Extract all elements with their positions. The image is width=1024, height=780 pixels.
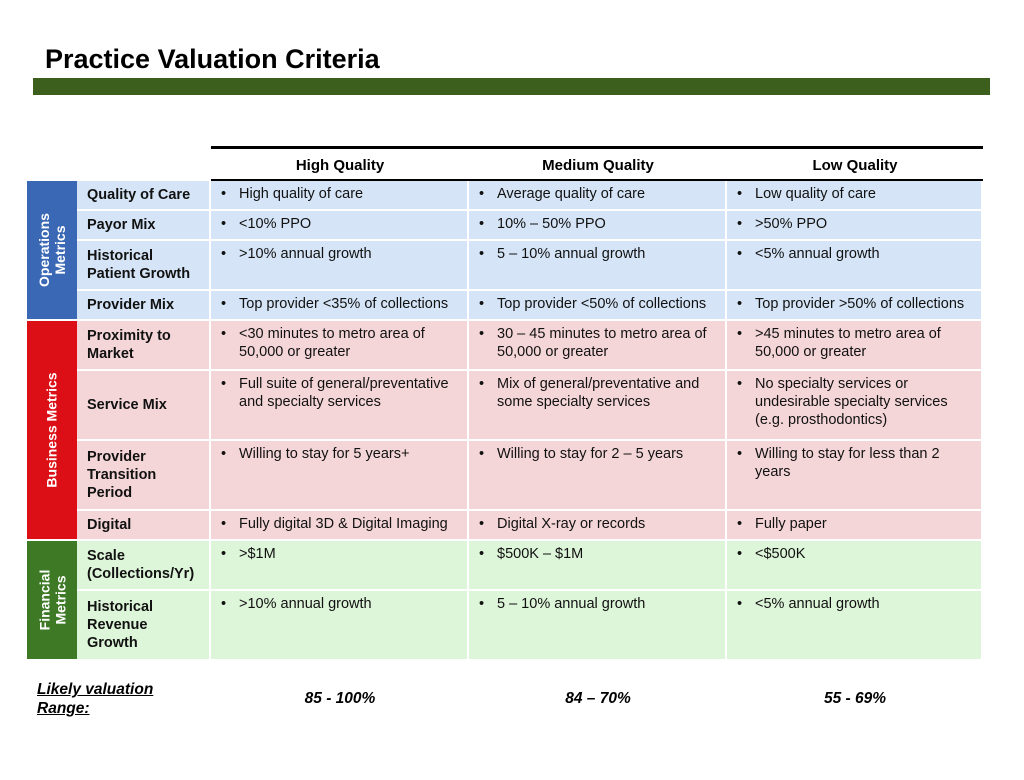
column-header-high: High Quality bbox=[295, 157, 385, 174]
bullet-item: Mix of general/preventative and some spe… bbox=[479, 375, 717, 411]
cell-low: Top provider >50% of collections bbox=[727, 291, 983, 321]
row-label: Scale (Collections/Yr) bbox=[77, 541, 211, 591]
cell-high: >$1M bbox=[211, 541, 469, 591]
header-top-rule bbox=[211, 146, 983, 149]
cell-high: High quality of care bbox=[211, 181, 469, 211]
cell-low: <$500K bbox=[727, 541, 983, 591]
bullet-item: Digital X-ray or records bbox=[479, 515, 717, 533]
bullet-item: Top provider <50% of collections bbox=[479, 295, 717, 313]
bullet-item: 30 – 45 minutes to metro area of 50,000 … bbox=[479, 325, 717, 361]
cell-medium: Mix of general/preventative and some spe… bbox=[469, 371, 727, 441]
bullet-item: 5 – 10% annual growth bbox=[479, 245, 717, 263]
bullet-item: High quality of care bbox=[221, 185, 459, 203]
column-header-low: Low Quality bbox=[812, 157, 898, 174]
bullet-item: Willing to stay for 5 years+ bbox=[221, 445, 459, 463]
valuation-table: Operations Metrics Business Metrics Fina… bbox=[27, 181, 983, 661]
cell-low: <5% annual growth bbox=[727, 241, 983, 291]
page-title: Practice Valuation Criteria bbox=[45, 44, 380, 74]
bullet-item: <30 minutes to metro area of 50,000 or g… bbox=[221, 325, 459, 361]
bullet-item: <5% annual growth bbox=[737, 595, 973, 613]
cell-medium: $500K – $1M bbox=[469, 541, 727, 591]
bullet-item: >10% annual growth bbox=[221, 245, 459, 263]
bullet-item: Willing to stay for 2 – 5 years bbox=[479, 445, 717, 463]
bullet-item: <5% annual growth bbox=[737, 245, 973, 263]
bullet-item: Low quality of care bbox=[737, 185, 973, 203]
cell-high: <30 minutes to metro area of 50,000 or g… bbox=[211, 321, 469, 371]
title-divider-bar bbox=[33, 78, 990, 95]
cell-low: >45 minutes to metro area of 50,000 or g… bbox=[727, 321, 983, 371]
cell-low: >50% PPO bbox=[727, 211, 983, 241]
bullet-item: Full suite of general/preventative and s… bbox=[221, 375, 459, 411]
row-label: Provider Transition Period bbox=[77, 441, 211, 511]
group-financial-metrics: Financial Metrics bbox=[27, 541, 77, 661]
cell-medium: 10% – 50% PPO bbox=[469, 211, 727, 241]
row-label: Quality of Care bbox=[77, 181, 211, 211]
cell-low: Fully paper bbox=[727, 511, 983, 541]
group-business-metrics: Business Metrics bbox=[27, 321, 77, 541]
bullet-item: Willing to stay for less than 2 years bbox=[737, 445, 973, 481]
bullet-item: >50% PPO bbox=[737, 215, 973, 233]
row-label: Provider Mix bbox=[77, 291, 211, 321]
bullet-item: 5 – 10% annual growth bbox=[479, 595, 717, 613]
bullet-item: 10% – 50% PPO bbox=[479, 215, 717, 233]
bullet-item: Top provider >50% of collections bbox=[737, 295, 973, 313]
bullet-item: >$1M bbox=[221, 545, 459, 563]
group-operations-metrics: Operations Metrics bbox=[27, 181, 77, 321]
cell-medium: 5 – 10% annual growth bbox=[469, 591, 727, 661]
valuation-range-high: 85 - 100% bbox=[304, 690, 376, 707]
cell-medium: Average quality of care bbox=[469, 181, 727, 211]
cell-low: Low quality of care bbox=[727, 181, 983, 211]
header-bottom-rule bbox=[211, 179, 983, 181]
valuation-range-low: 55 - 69% bbox=[823, 690, 887, 707]
cell-high: Willing to stay for 5 years+ bbox=[211, 441, 469, 511]
bullet-item: >10% annual growth bbox=[221, 595, 459, 613]
bullet-item: No specialty services or undesirable spe… bbox=[737, 375, 973, 429]
cell-high: Full suite of general/preventative and s… bbox=[211, 371, 469, 441]
bullet-item: Fully paper bbox=[737, 515, 973, 533]
row-label: Digital bbox=[77, 511, 211, 541]
cell-low: <5% annual growth bbox=[727, 591, 983, 661]
cell-low: Willing to stay for less than 2 years bbox=[727, 441, 983, 511]
row-label: Proximity to Market bbox=[77, 321, 211, 371]
bullet-item: $500K – $1M bbox=[479, 545, 717, 563]
bullet-item: Top provider <35% of collections bbox=[221, 295, 459, 313]
valuation-range-label: Likely valuation Range: bbox=[37, 681, 154, 717]
row-label: Historical Revenue Growth bbox=[77, 591, 211, 661]
row-label: Historical Patient Growth bbox=[77, 241, 211, 291]
column-header-medium: Medium Quality bbox=[542, 157, 654, 174]
cell-medium: 30 – 45 minutes to metro area of 50,000 … bbox=[469, 321, 727, 371]
cell-high: <10% PPO bbox=[211, 211, 469, 241]
cell-high: Top provider <35% of collections bbox=[211, 291, 469, 321]
cell-medium: Willing to stay for 2 – 5 years bbox=[469, 441, 727, 511]
bullet-item: Fully digital 3D & Digital Imaging bbox=[221, 515, 459, 533]
bullet-item: Average quality of care bbox=[479, 185, 717, 203]
cell-medium: 5 – 10% annual growth bbox=[469, 241, 727, 291]
cell-high: >10% annual growth bbox=[211, 241, 469, 291]
cell-low: No specialty services or undesirable spe… bbox=[727, 371, 983, 441]
valuation-range-medium: 84 – 70% bbox=[565, 690, 631, 707]
row-label: Payor Mix bbox=[77, 211, 211, 241]
cell-medium: Digital X-ray or records bbox=[469, 511, 727, 541]
cell-high: Fully digital 3D & Digital Imaging bbox=[211, 511, 469, 541]
cell-high: >10% annual growth bbox=[211, 591, 469, 661]
cell-medium: Top provider <50% of collections bbox=[469, 291, 727, 321]
bullet-item: <10% PPO bbox=[221, 215, 459, 233]
bullet-item: >45 minutes to metro area of 50,000 or g… bbox=[737, 325, 973, 361]
bullet-item: <$500K bbox=[737, 545, 973, 563]
row-label: Service Mix bbox=[77, 371, 211, 441]
